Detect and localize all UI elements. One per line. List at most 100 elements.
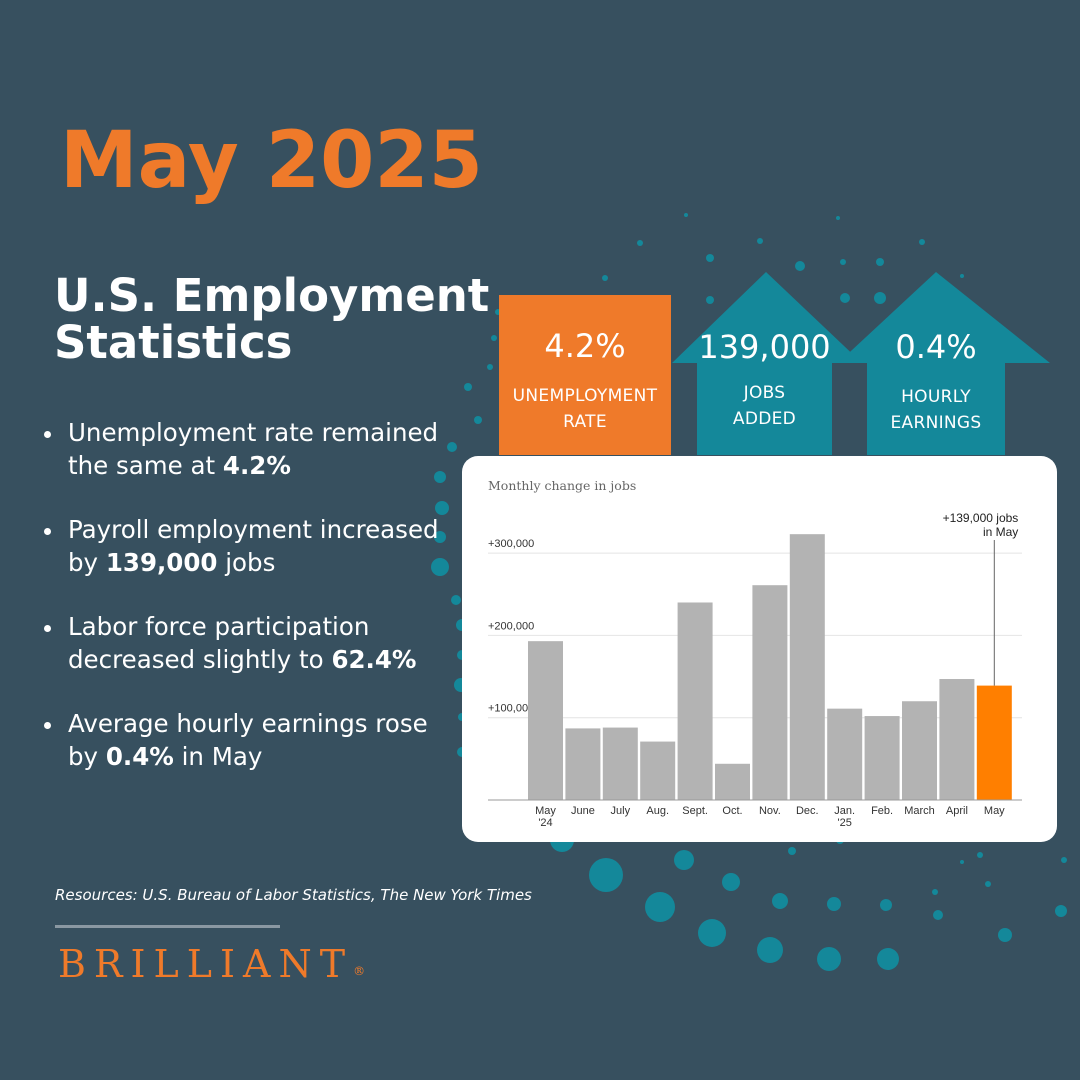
source-note: Resources: U.S. Bureau of Labor Statisti… [55, 886, 532, 904]
earnings-value: 0.4% [895, 328, 977, 366]
decorative-dot [998, 928, 1012, 942]
bar [864, 716, 900, 800]
decorative-dot [795, 261, 805, 271]
bullet-dot-icon [44, 528, 51, 535]
jobs-stat: 139,000 JOBS ADDED [697, 272, 832, 455]
decorative-dot [706, 296, 714, 304]
decorative-dot [431, 558, 449, 576]
decorative-dot [757, 937, 783, 963]
decorative-dot [788, 847, 796, 855]
decorative-dot [876, 258, 884, 266]
decorative-dot [645, 892, 675, 922]
x-tick-label: Aug. [646, 805, 669, 817]
bullet-list: Unemployment rate remained the same at 4… [40, 416, 460, 804]
bullet-item: Unemployment rate remained the same at 4… [40, 416, 460, 482]
x-tick-label: June [571, 805, 595, 817]
decorative-dot [698, 919, 726, 947]
decorative-dot [933, 910, 943, 920]
y-tick-label: +300,000 [488, 538, 534, 550]
decorative-dot [874, 292, 886, 304]
divider [55, 925, 280, 928]
unemployment-value: 4.2% [544, 327, 626, 365]
earnings-label: HOURLY EARNINGS [890, 387, 982, 433]
bullet-dot-icon [44, 625, 51, 632]
bar [565, 728, 601, 800]
jobs-label: JOBS ADDED [732, 383, 797, 429]
decorative-dot [977, 852, 983, 858]
decorative-dot [434, 471, 446, 483]
decorative-dot [684, 213, 688, 217]
unemployment-label: UNEMPLOYMENT RATE [512, 386, 658, 432]
bar-highlight [976, 685, 1012, 800]
decorative-dot [919, 239, 925, 245]
decorative-dot [960, 274, 964, 278]
bar [528, 641, 563, 800]
annotation-text: +139,000 jobs [943, 511, 1019, 525]
x-tick-label: July [611, 805, 631, 817]
jobs-bar-chart: Monthly change in jobs +100,000 +200,000 +3… [488, 478, 1022, 829]
x-tick-label: April [946, 805, 968, 817]
jobs-arrow-shape [672, 272, 862, 455]
decorative-dot [447, 442, 457, 452]
bullet-item: Payroll employment increased by 139,000 … [40, 513, 460, 579]
bullet-dot-icon [44, 431, 51, 438]
decorative-dot [434, 531, 446, 543]
decorative-dot [435, 501, 449, 515]
x-tick-label: Feb. [871, 805, 893, 817]
decorative-dot [817, 947, 841, 971]
brand-logo: BRILLIANT® [58, 942, 366, 986]
chart-title: Monthly change in jobs [488, 478, 636, 493]
decorative-dot [985, 881, 991, 887]
decorative-dot [877, 948, 899, 970]
y-tick-label: +100,000 [488, 703, 534, 715]
bar [827, 708, 863, 800]
decorative-dot [674, 850, 694, 870]
decorative-dot [637, 240, 643, 246]
y-tick-label: +200,000 [488, 620, 534, 632]
decorative-dot [1055, 905, 1067, 917]
bar [602, 727, 638, 800]
decorative-dot [880, 899, 892, 911]
bullet-item: Labor force participation decreased slig… [40, 610, 460, 676]
chart-card: Monthly change in jobs +100,000 +200,000 +3… [462, 456, 1057, 842]
x-tick-sublabel: '25 [838, 817, 852, 829]
x-tick-label: Jan. [834, 805, 855, 817]
decorative-dot [932, 889, 938, 895]
earnings-stat: 0.4% HOURLY EARNINGS [867, 272, 1005, 455]
decorative-dot [840, 293, 850, 303]
decorative-dot [706, 254, 714, 262]
decorative-dot [491, 335, 497, 341]
x-tick-label: May [984, 805, 1005, 817]
decorative-dot [840, 259, 846, 265]
decorative-dot [464, 383, 472, 391]
decorative-dot [722, 873, 740, 891]
x-tick-label: Sept. [682, 805, 708, 817]
decorative-dot [836, 216, 840, 220]
earnings-arrow-shape [838, 272, 1050, 455]
bar [715, 763, 750, 800]
bar [902, 701, 937, 800]
decorative-dot [474, 416, 482, 424]
decorative-dot [451, 595, 461, 605]
x-tick-label: Dec. [796, 805, 819, 817]
bar [677, 602, 713, 800]
x-tick-sublabel: '24 [538, 817, 552, 829]
decorative-dot [1061, 857, 1067, 863]
bar [640, 741, 676, 800]
bullet-item: Average hourly earnings rose by 0.4% in … [40, 707, 460, 773]
bullet-dot-icon [44, 722, 51, 729]
jobs-value: 139,000 [698, 328, 831, 366]
x-tick-label: Nov. [759, 805, 781, 817]
bar [789, 534, 825, 800]
x-tick-label: May [535, 805, 556, 817]
x-tick-label: March [904, 805, 935, 817]
decorative-dot [487, 364, 493, 370]
decorative-dot [602, 275, 608, 281]
bar [939, 679, 975, 800]
decorative-dot [960, 860, 964, 864]
annotation-text: in May [983, 525, 1018, 539]
decorative-dot [827, 897, 841, 911]
decorative-dot [772, 893, 788, 909]
page-subtitle: U.S. Employment Statistics [54, 269, 490, 369]
